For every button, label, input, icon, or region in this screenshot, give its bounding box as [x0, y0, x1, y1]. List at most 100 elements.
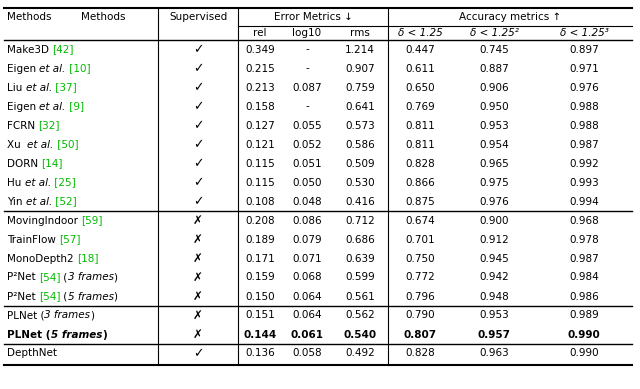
- Text: 0.948: 0.948: [479, 291, 509, 301]
- Text: MovingIndoor: MovingIndoor: [7, 216, 81, 226]
- Text: 0.759: 0.759: [345, 82, 375, 93]
- Text: 0.562: 0.562: [345, 310, 375, 321]
- Text: Yin: Yin: [7, 196, 26, 207]
- Text: 3 frames: 3 frames: [68, 273, 114, 282]
- Text: ✓: ✓: [193, 81, 204, 94]
- Text: δ < 1.25: δ < 1.25: [397, 28, 442, 38]
- Text: [32]: [32]: [38, 121, 60, 130]
- Text: ): ): [114, 291, 118, 301]
- Text: 0.993: 0.993: [569, 177, 599, 187]
- Text: 0.975: 0.975: [479, 177, 509, 187]
- Text: 0.900: 0.900: [479, 216, 509, 226]
- Text: 0.875: 0.875: [405, 196, 435, 207]
- Text: [59]: [59]: [81, 216, 103, 226]
- Text: 0.573: 0.573: [345, 121, 375, 130]
- Text: Supervised: Supervised: [169, 12, 227, 22]
- Text: [52]: [52]: [52, 196, 77, 207]
- Text: 0.509: 0.509: [345, 158, 375, 168]
- Text: 5 frames: 5 frames: [68, 291, 114, 301]
- Text: 0.992: 0.992: [569, 158, 599, 168]
- Text: δ < 1.25³: δ < 1.25³: [559, 28, 609, 38]
- Text: 0.144: 0.144: [243, 329, 276, 340]
- Text: 0.811: 0.811: [405, 121, 435, 130]
- Text: 0.912: 0.912: [479, 235, 509, 245]
- Text: 0.953: 0.953: [479, 310, 509, 321]
- Text: 0.897: 0.897: [569, 44, 599, 54]
- Text: 5 frames: 5 frames: [51, 329, 102, 340]
- Text: 0.050: 0.050: [292, 177, 322, 187]
- Text: 0.115: 0.115: [245, 177, 275, 187]
- Text: 0.086: 0.086: [292, 216, 322, 226]
- Text: 0.712: 0.712: [345, 216, 375, 226]
- Text: et al.: et al.: [26, 196, 52, 207]
- Text: 0.968: 0.968: [569, 216, 599, 226]
- Text: Eigen: Eigen: [7, 102, 40, 112]
- Text: TrainFlow: TrainFlow: [7, 235, 59, 245]
- Text: 0.079: 0.079: [292, 235, 322, 245]
- Text: 0.052: 0.052: [292, 140, 322, 149]
- Text: 0.978: 0.978: [569, 235, 599, 245]
- Text: 0.988: 0.988: [569, 102, 599, 112]
- Text: 0.942: 0.942: [479, 273, 509, 282]
- Text: [54]: [54]: [39, 273, 60, 282]
- Text: ): ): [90, 310, 95, 321]
- Text: 0.796: 0.796: [405, 291, 435, 301]
- Text: DORN: DORN: [7, 158, 42, 168]
- Text: [57]: [57]: [59, 235, 81, 245]
- Text: 0.907: 0.907: [345, 63, 375, 74]
- Text: ): ): [102, 329, 107, 340]
- Text: 0.790: 0.790: [405, 310, 435, 321]
- Text: [37]: [37]: [52, 82, 77, 93]
- Text: ✓: ✓: [193, 195, 204, 208]
- Text: ✓: ✓: [193, 176, 204, 189]
- Text: 0.987: 0.987: [569, 254, 599, 263]
- Text: 0.769: 0.769: [405, 102, 435, 112]
- Text: Hu: Hu: [7, 177, 24, 187]
- Text: Accuracy metrics ↑: Accuracy metrics ↑: [459, 12, 561, 22]
- Text: 0.639: 0.639: [345, 254, 375, 263]
- Text: 0.136: 0.136: [245, 349, 275, 359]
- Text: 0.965: 0.965: [479, 158, 509, 168]
- Text: 0.984: 0.984: [569, 273, 599, 282]
- Text: 0.071: 0.071: [292, 254, 322, 263]
- Text: 0.051: 0.051: [292, 158, 322, 168]
- Text: 0.159: 0.159: [245, 273, 275, 282]
- Text: et al.: et al.: [26, 82, 52, 93]
- Text: et al.: et al.: [24, 177, 51, 187]
- Text: 0.963: 0.963: [479, 349, 509, 359]
- Text: ✗: ✗: [193, 252, 203, 265]
- Text: 0.945: 0.945: [479, 254, 509, 263]
- Text: Eigen: Eigen: [7, 63, 40, 74]
- Text: ✓: ✓: [193, 62, 204, 75]
- Text: PLNet (: PLNet (: [7, 329, 51, 340]
- Text: 0.887: 0.887: [479, 63, 509, 74]
- Text: 0.745: 0.745: [479, 44, 509, 54]
- Text: ✓: ✓: [193, 347, 204, 360]
- Text: ✗: ✗: [193, 271, 203, 284]
- Text: ✓: ✓: [193, 100, 204, 113]
- Text: 0.115: 0.115: [245, 158, 275, 168]
- Text: 0.150: 0.150: [245, 291, 275, 301]
- Text: ✗: ✗: [193, 328, 203, 341]
- Text: 0.807: 0.807: [403, 329, 436, 340]
- Text: 0.976: 0.976: [479, 196, 509, 207]
- Text: 0.650: 0.650: [405, 82, 435, 93]
- Text: 0.950: 0.950: [479, 102, 509, 112]
- Text: 0.866: 0.866: [405, 177, 435, 187]
- Text: Methods: Methods: [81, 12, 125, 22]
- Text: [25]: [25]: [51, 177, 76, 187]
- Text: -: -: [305, 44, 309, 54]
- Text: δ < 1.25²: δ < 1.25²: [470, 28, 518, 38]
- Text: 0.986: 0.986: [569, 291, 599, 301]
- Text: ✓: ✓: [193, 119, 204, 132]
- Text: 0.989: 0.989: [569, 310, 599, 321]
- Text: -: -: [305, 63, 309, 74]
- Text: 0.750: 0.750: [405, 254, 435, 263]
- Text: Xu: Xu: [7, 140, 28, 149]
- Text: 0.349: 0.349: [245, 44, 275, 54]
- Text: Methods: Methods: [7, 12, 51, 22]
- Text: 0.971: 0.971: [569, 63, 599, 74]
- Text: rel: rel: [253, 28, 267, 38]
- Text: 0.530: 0.530: [345, 177, 375, 187]
- Text: 0.994: 0.994: [569, 196, 599, 207]
